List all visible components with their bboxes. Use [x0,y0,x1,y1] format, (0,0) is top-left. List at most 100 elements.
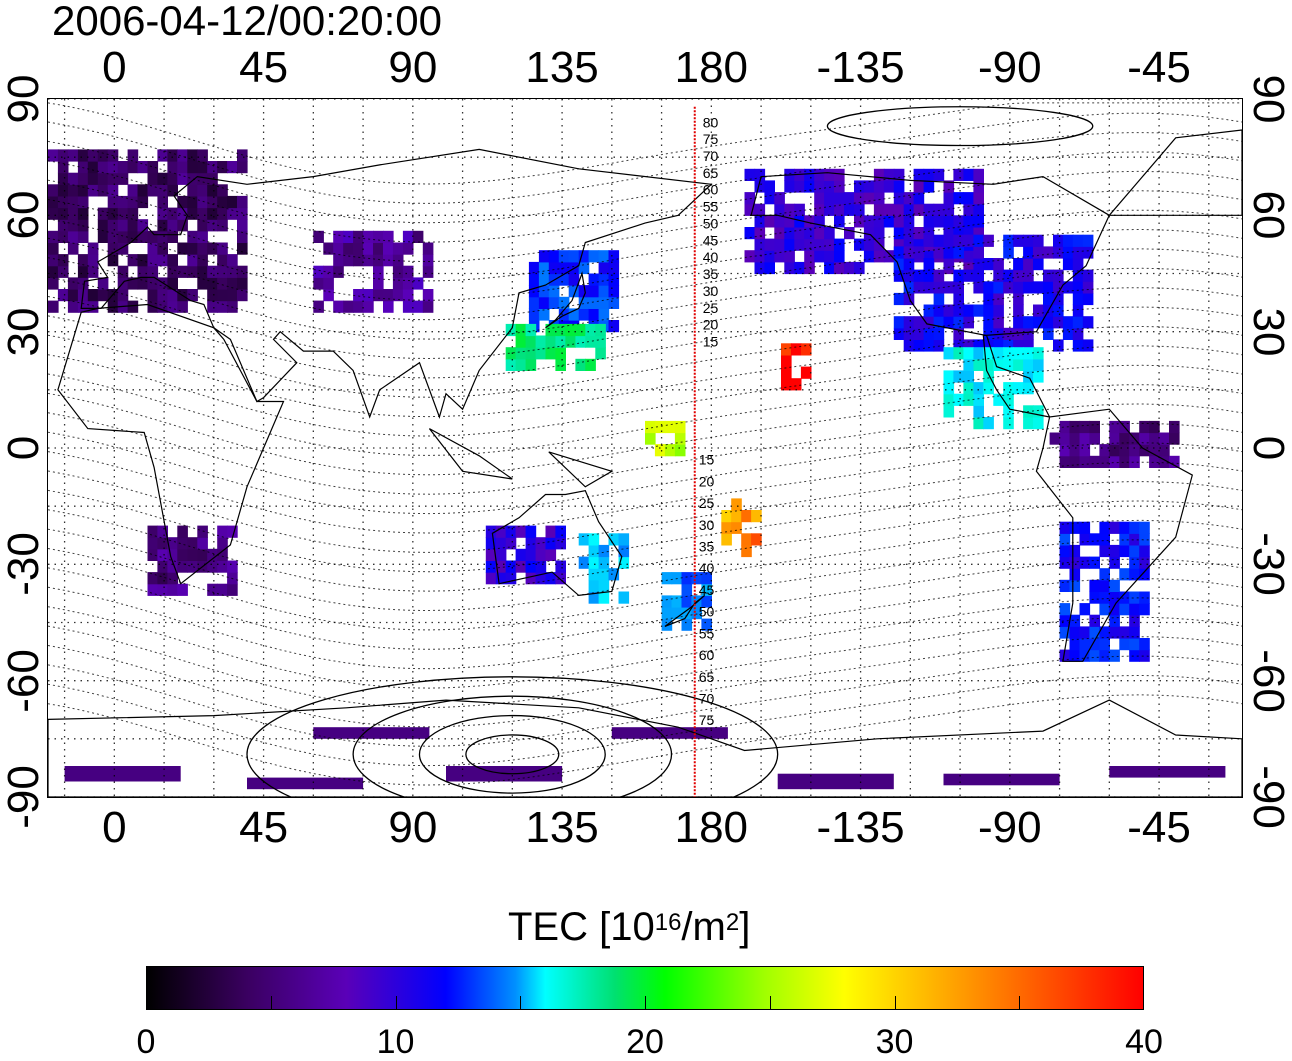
tec-cell [973,234,984,247]
tec-cell [227,265,238,278]
tec-cell [528,308,540,321]
tec-cell [117,242,129,255]
tec-cell [217,207,228,220]
tec-cell [744,227,756,240]
tec-cell [197,525,208,538]
tec-cell [1013,292,1024,306]
tec-cell [953,327,964,340]
tec-cell [963,382,974,395]
tec-cell [1099,649,1110,662]
tec-cell [157,254,168,267]
tec-cell [227,583,238,596]
tec-cell [167,161,178,174]
tec-cell [913,180,925,193]
tec-cell [933,281,945,294]
left-lat-tick: 30 [0,307,48,357]
tec-cell [1169,432,1180,445]
tec-cell [1089,533,1100,546]
tec-cell [555,525,566,538]
tec-cell [804,180,815,193]
tec-cell [127,254,139,267]
tec-cell [973,382,984,395]
tec-cell [147,242,159,255]
tec-cell [598,308,610,321]
tec-cell [77,184,89,197]
tec-cell [1003,339,1014,352]
tec-cell [681,607,693,620]
tec-cell [764,250,775,263]
tec-cell [1149,432,1160,445]
tec-cell [1099,455,1110,468]
tec-cell [363,242,374,255]
tec-cell [137,230,149,243]
mag-lat-label-north: 35 [703,266,719,282]
tec-cell [784,215,795,228]
tec-cell [691,607,702,620]
tec-cell [1079,521,1091,534]
tec-cell [1079,444,1091,457]
tec-cell [883,180,895,193]
tec-cell [197,207,208,220]
tec-cell [147,572,159,585]
tec-cell [764,238,775,251]
tec-cell [598,568,610,581]
colorbar-tick-mark [520,996,522,1010]
tec-cell [1089,638,1100,651]
tec-cell [107,184,119,197]
tec-cell [1023,339,1034,352]
tec-cell [1043,316,1054,329]
tec-cell [147,230,159,243]
tec-cell [525,548,537,561]
tec-cell [1069,420,1081,434]
tec-cell [565,323,576,337]
tec-cell [1062,327,1074,340]
tec-cell [983,339,994,352]
tec-cell [555,347,566,360]
tec-cell [48,230,59,243]
tec-cell [1159,432,1170,445]
tec-cell [1139,444,1150,457]
top-lon-tick: -135 [816,43,905,92]
tec-cell [893,269,905,282]
tec-cell [754,238,766,251]
tec-cell [1033,258,1044,271]
tec-cell [207,161,218,174]
left-lat-tick: -30 [0,532,48,597]
tec-cell [893,292,905,306]
tec-cell [681,618,693,631]
tec-cell [1089,626,1100,639]
tec-cell [197,230,208,243]
tec-cell [528,296,540,309]
tec-cell [863,238,875,251]
tec-cell [197,161,208,174]
tec-cell [217,537,228,550]
tec-cell [1109,603,1120,616]
tec-cell [1119,544,1130,558]
tec-cell [558,296,570,309]
tec-cell [834,180,845,193]
tec-cell [1072,327,1084,340]
mag-lat-label-south: 15 [699,452,715,468]
tec-cell [674,432,686,445]
tec-cell [1169,455,1180,468]
tec-cell [97,230,109,243]
tec-cell [923,269,935,282]
tec-cell [323,242,334,255]
tec-cell [383,289,394,302]
tec-cell [187,537,198,550]
tec-cell [412,300,424,313]
tec-cell [1119,626,1130,639]
tec-cell [883,215,895,228]
tec-cell [1139,544,1150,558]
tec-cell [664,444,676,457]
tec-cell [207,277,218,290]
tec-map-canvas: 8075706560555045403530252015152025303540… [47,98,1243,833]
tec-cell [598,556,610,569]
tec-cell [983,281,994,294]
tec-cell [933,304,945,317]
tec-cell [67,219,79,232]
tec-cell [701,595,712,608]
colorbar-tick-mark [1019,996,1021,1010]
tec-cell [1069,432,1081,445]
tec-cell [784,180,795,193]
